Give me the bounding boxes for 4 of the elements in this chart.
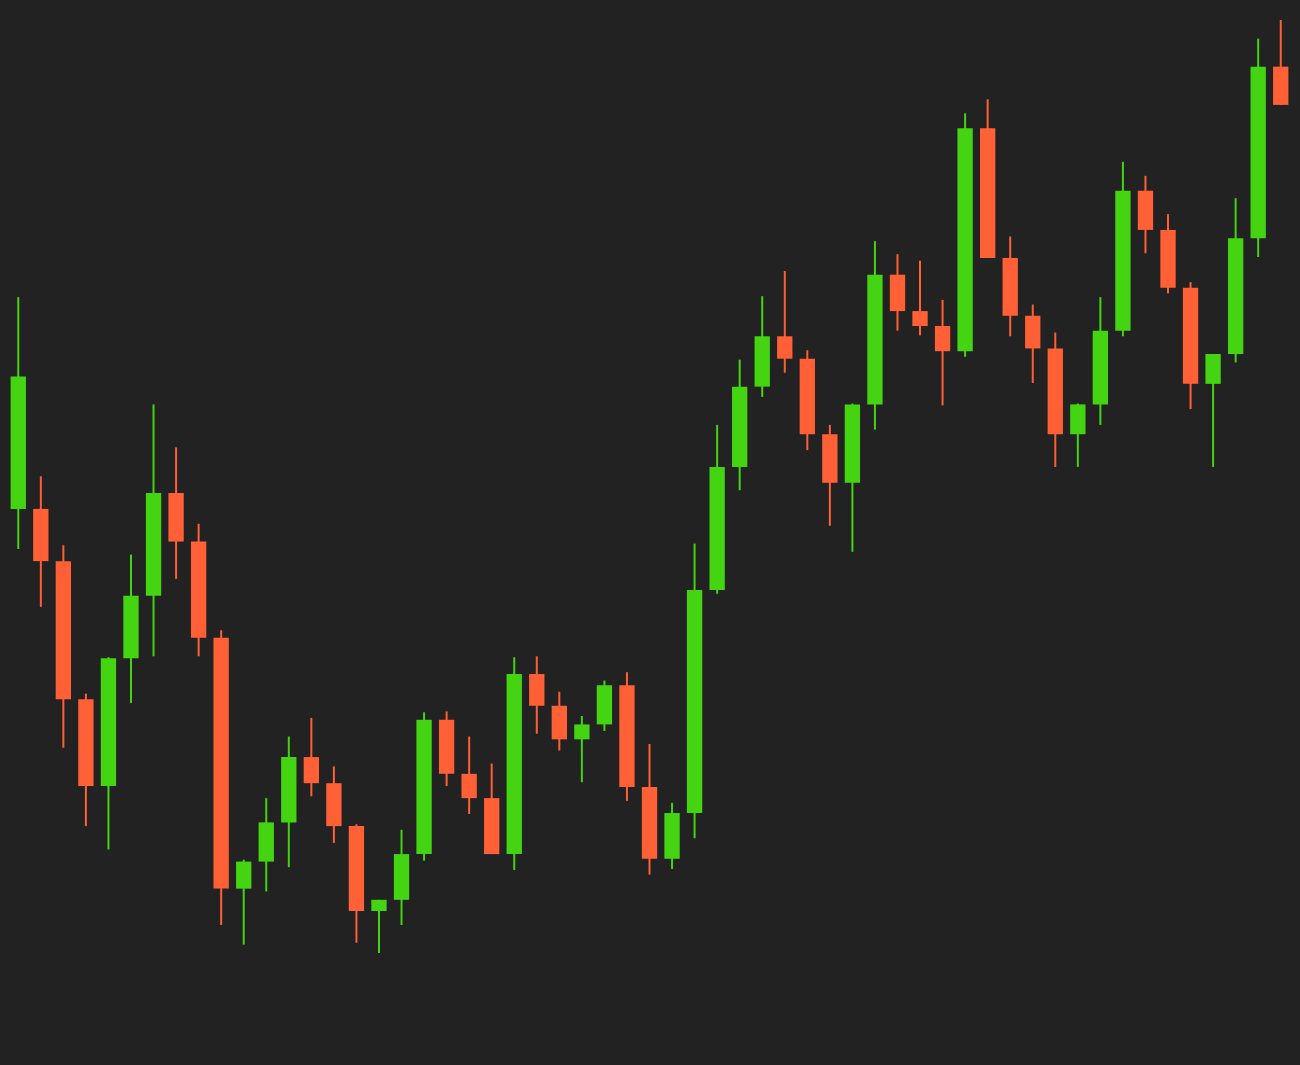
candlestick	[912, 259, 928, 337]
candlestick	[574, 715, 590, 784]
candlestick	[777, 269, 793, 374]
candlestick	[371, 898, 387, 954]
